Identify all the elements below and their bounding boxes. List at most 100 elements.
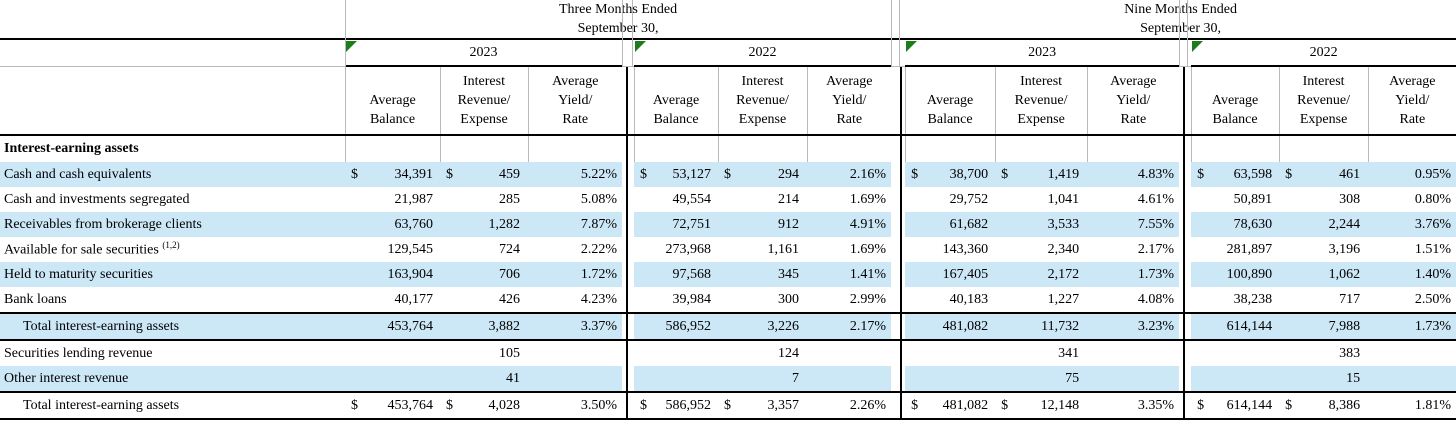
blank-cell (806, 135, 892, 162)
table-body: Cash and cash equivalents $34,391 $459 5.22… (0, 162, 1456, 420)
cell-value: 40,177 (394, 291, 434, 307)
year-header-2023-q: 2023 (345, 39, 622, 67)
cell-average-yield: 4.83% (1087, 162, 1180, 187)
cell-average-balance: $63,598 (1191, 162, 1280, 187)
cell-interest-revenue: $294 (718, 162, 807, 187)
spacer-cell (891, 66, 906, 136)
row-label: Total interest-earning assets (0, 391, 345, 420)
cell-average-balance (345, 366, 440, 392)
cell-value: 72,751 (672, 216, 712, 232)
cell-value: 383 (1339, 345, 1361, 361)
spacer-cell (891, 187, 905, 212)
cell-average-balance: $34,391 (345, 162, 440, 187)
row-label-text: Cash and investments segregated (4, 191, 190, 207)
cell-value: 15 (1346, 370, 1361, 386)
cell-value: 308 (1339, 191, 1361, 207)
cell-value: 41 (506, 370, 520, 386)
corner-blank-cell (0, 0, 345, 40)
cell-average-yield: 2.17% (1137, 241, 1175, 257)
currency-symbol: $ (351, 397, 358, 413)
cell-interest-revenue: 717 (1279, 287, 1368, 313)
cell-average-balance: 586,952 (634, 312, 718, 341)
cell-value: 50,891 (1233, 191, 1273, 207)
cell-value: 61,682 (949, 216, 989, 232)
cell-value: 3,196 (1328, 241, 1361, 257)
year-header-row: 2023 2022 2023 2022 (0, 39, 1456, 67)
period-line1: Nine Months Ended (1124, 2, 1237, 17)
col-header-average-yield: Average Yield/Rate (1367, 66, 1456, 136)
spacer-cell (622, 312, 634, 341)
cell-average-yield (528, 340, 622, 366)
cell-value: 1,227 (1047, 291, 1080, 307)
table-row: Receivables from brokerage clients 63,760… (0, 212, 1456, 237)
cell-value: 912 (778, 216, 799, 232)
blank-cell (1086, 135, 1180, 162)
grid-vline (891, 0, 892, 67)
cell-value: 453,764 (387, 397, 434, 413)
year-header-2022-ytd: 2022 (1191, 39, 1456, 67)
table-row: Bank loans 40,177 426 4.23% 39,984 300 2.99% 40… (0, 287, 1456, 313)
cell-average-balance: 481,082 (905, 312, 996, 341)
spacer-cell (891, 340, 905, 366)
cell-value: 341 (1058, 345, 1080, 361)
cell-average-balance: 167,405 (905, 262, 996, 287)
cell-value: 97,568 (672, 266, 712, 282)
col-header-average-yield: Average Yield/Rate (1086, 66, 1180, 136)
cell-value: 3,882 (488, 318, 521, 334)
cell-value: 105 (499, 345, 520, 361)
cell-value: 129,545 (387, 241, 434, 257)
cell-value: 7,988 (1328, 318, 1361, 334)
cell-value: 7 (792, 370, 799, 386)
section-header-row: Interest-earning assets (0, 135, 1456, 162)
currency-symbol: $ (724, 166, 731, 182)
cell-flag-icon (906, 41, 918, 52)
row-label: Held to maturity securities (0, 262, 345, 287)
col-header-average-balance: Average Balance (904, 66, 996, 136)
cell-average-balance: 61,682 (905, 212, 996, 237)
cell-interest-revenue: 214 (718, 187, 807, 212)
cell-average-balance (905, 340, 995, 366)
cell-value: 1,161 (767, 241, 800, 257)
cell-average-balance: $38,700 (905, 162, 996, 187)
grid-vline (899, 0, 900, 67)
cell-average-yield: 1.41% (807, 262, 892, 287)
cell-interest-revenue: 1,041 (995, 187, 1087, 212)
cell-average-yield: 3.50% (528, 391, 622, 420)
cell-interest-revenue: 7,988 (1279, 312, 1369, 341)
currency-symbol: $ (1001, 397, 1009, 413)
cell-value: 273,968 (665, 241, 712, 257)
cell-interest-revenue: 2,244 (1279, 212, 1369, 237)
cell-value: 2,244 (1328, 216, 1361, 232)
period-header-row: Three Months Ended September 30, Nine Mo… (0, 0, 1456, 40)
cell-average-yield: 3.37% (528, 312, 622, 341)
cell-average-balance: 143,360 (905, 237, 995, 262)
cell-average-balance (634, 366, 718, 392)
cell-interest-revenue: 1,227 (995, 287, 1087, 313)
cell-value: 12,148 (1040, 397, 1080, 413)
cell-value: 53,127 (672, 166, 712, 182)
group-divider-line (900, 67, 902, 419)
cell-interest-revenue: 912 (718, 212, 807, 237)
row-label-text: Total interest-earning assets (23, 318, 180, 334)
cell-average-yield: 1.81% (1368, 391, 1456, 420)
cell-average-balance: 129,545 (345, 237, 440, 262)
cell-average-balance: 29,752 (905, 187, 995, 212)
cell-interest-revenue: 426 (440, 287, 528, 313)
cell-average-balance: 614,144 (1191, 312, 1280, 341)
spacer-cell (891, 0, 906, 40)
col-header-average-balance: Average Balance (633, 66, 718, 136)
year-label: 2022 (1309, 44, 1338, 60)
cell-interest-revenue: 345 (718, 262, 807, 287)
row-label-text: Other interest revenue (4, 370, 129, 386)
cell-average-balance: $53,127 (634, 162, 718, 187)
currency-symbol: $ (724, 397, 731, 413)
row-label-text: Total interest-earning assets (23, 397, 180, 413)
cell-value: 49,554 (672, 191, 712, 207)
spacer-cell (622, 39, 634, 67)
cell-value: 8,386 (1328, 397, 1361, 413)
col-header-average-yield: Average Yield/Rate (806, 66, 892, 136)
cell-value: 40,183 (949, 291, 989, 307)
cell-value: 4,028 (488, 397, 521, 413)
cell-interest-revenue: $12,148 (995, 391, 1088, 420)
cell-average-yield: 1.73% (1368, 312, 1456, 341)
